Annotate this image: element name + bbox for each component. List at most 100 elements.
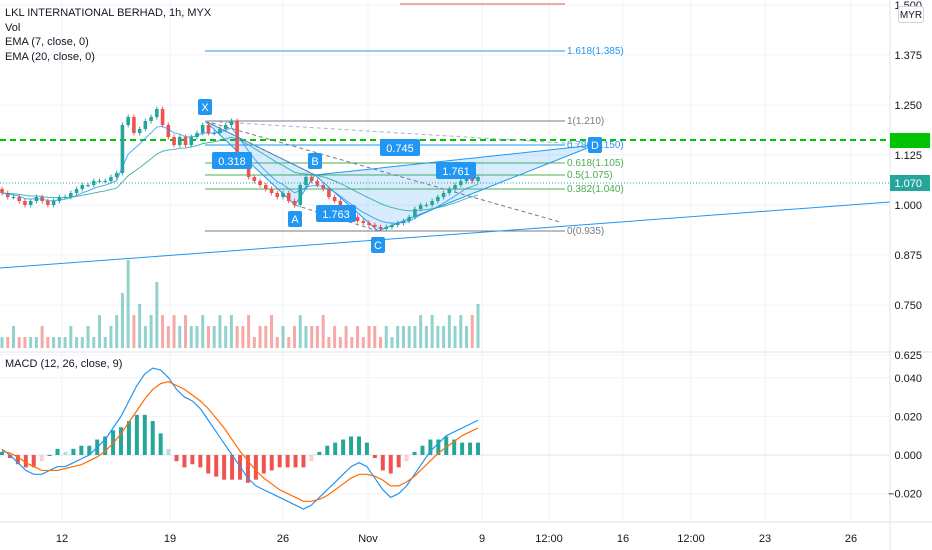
volume-bars: [0, 260, 480, 348]
macd-tick-label: 0.020: [894, 411, 922, 423]
candle-body: [223, 125, 228, 129]
volume-bar: [75, 337, 79, 348]
candle-body: [166, 125, 171, 137]
volume-bar: [264, 326, 268, 348]
macd-histogram-bar: [396, 455, 401, 468]
volume-bar: [270, 315, 274, 348]
volume-bar: [34, 337, 38, 348]
macd-tick-label: −0.020: [888, 489, 922, 501]
macd-histogram-bar: [404, 455, 409, 462]
time-tick-label: 12:00: [535, 533, 563, 545]
volume-bar: [149, 315, 153, 348]
candle-body: [103, 181, 108, 182]
candle-body: [23, 201, 27, 205]
volume-bar: [97, 315, 101, 348]
macd-histogram-bar: [341, 439, 346, 455]
volume-bar: [430, 315, 434, 348]
pattern-ratio-label: 0.318: [218, 156, 246, 168]
volume-bar: [80, 337, 84, 348]
macd-histogram-bar: [87, 445, 92, 455]
pattern-ratio-box: [316, 205, 356, 222]
volume-bar: [453, 326, 457, 348]
macd-histogram-bar: [63, 451, 68, 455]
macd-title[interactable]: MACD (12, 26, close, 9): [5, 358, 123, 370]
candle-body: [91, 181, 96, 185]
candle-body: [413, 209, 417, 217]
candle-body: [155, 109, 159, 117]
volume-bar: [310, 326, 314, 348]
macd-histogram-bar: [460, 442, 465, 455]
time-tick-label: 19: [164, 533, 176, 545]
ema20-legend[interactable]: EMA (20, close, 0): [5, 50, 95, 63]
candle-body: [476, 177, 480, 181]
volume-bar: [241, 326, 245, 348]
candle-body: [246, 165, 251, 177]
resistance-price-box: [890, 133, 930, 148]
macd-histogram: [0, 414, 890, 483]
candle-body: [424, 205, 429, 206]
candle-body: [86, 185, 90, 186]
macd-histogram-bar: [15, 455, 20, 465]
pattern-point-box: [288, 211, 302, 227]
symbol-title[interactable]: LKL INTERNATIONAL BERHAD, 1h, MYX: [5, 7, 212, 19]
macd-histogram-bar: [158, 433, 163, 455]
pattern-ratio-box: [380, 139, 420, 156]
macd-histogram-bar: [214, 455, 219, 477]
volume-bar: [424, 326, 428, 348]
volume-bar: [126, 260, 130, 348]
currency-button[interactable]: MYR: [898, 6, 924, 23]
volume-bar: [304, 326, 308, 348]
candle-body: [252, 177, 257, 181]
volume-bar: [298, 315, 302, 348]
time-tick-label: 16: [617, 533, 629, 545]
candle-body: [120, 125, 125, 173]
volume-bar: [46, 337, 50, 348]
price-tick-label: 0.750: [894, 300, 922, 312]
candle-body: [321, 185, 325, 189]
volume-bar: [195, 326, 199, 348]
candle-body: [384, 227, 389, 229]
price-tick-label: 1.375: [894, 50, 922, 62]
macd-histogram-bar: [309, 455, 314, 462]
volume-bar: [361, 337, 365, 348]
last-price-box: [890, 175, 930, 191]
volume-bar: [52, 337, 56, 348]
macd-lines: [1, 367, 479, 510]
pattern-ratio-box: [436, 162, 476, 179]
volume-bar: [184, 315, 188, 348]
vol-legend[interactable]: Vol: [5, 21, 21, 34]
macd-histogram-bar: [468, 442, 473, 455]
volume-bar: [212, 326, 216, 348]
candle-body: [17, 197, 22, 201]
macd-histogram-bar: [372, 455, 377, 459]
macd-histogram-bar: [364, 442, 369, 455]
candle-body: [109, 177, 113, 181]
macd-histogram-bar: [349, 436, 354, 455]
candle-body: [286, 193, 291, 201]
volume-bar: [172, 315, 176, 348]
pattern-ratio-label: 1.763: [322, 209, 350, 221]
volume-bar: [57, 337, 61, 348]
candle-body: [200, 125, 205, 133]
volume-bar: [459, 315, 463, 348]
candle-body: [137, 129, 142, 133]
time-tick-label: 12:00: [677, 533, 705, 545]
macd-histogram-bar: [317, 451, 322, 455]
volume-bar: [132, 315, 136, 348]
volume-bar: [0, 337, 4, 348]
volume-bar: [321, 315, 325, 348]
pattern-point-box: [371, 237, 385, 253]
volume-bar: [476, 304, 480, 348]
candle-body: [132, 117, 136, 133]
macd-histogram-bar: [325, 445, 330, 455]
macd-histogram-bar: [444, 436, 449, 455]
pattern-point-label: D: [591, 140, 599, 152]
volume-bar: [287, 337, 291, 348]
ema7-legend[interactable]: EMA (7, close, 0): [5, 36, 89, 48]
volume-bar: [235, 326, 239, 348]
pattern-point-label: B: [311, 156, 318, 168]
candle-body: [327, 189, 331, 197]
volume-bar: [373, 326, 377, 348]
candle-body: [160, 109, 165, 125]
